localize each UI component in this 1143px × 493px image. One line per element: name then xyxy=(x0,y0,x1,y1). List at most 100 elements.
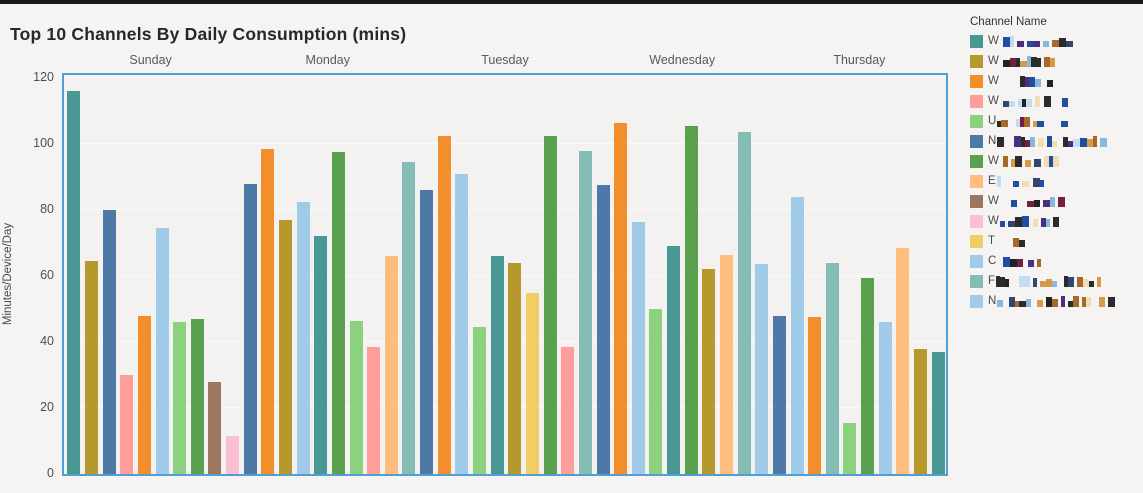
legend-item[interactable]: N xyxy=(966,134,1112,148)
legend-swatch xyxy=(970,214,983,228)
bar[interactable] xyxy=(772,315,786,474)
bar[interactable] xyxy=(543,135,557,474)
bar[interactable] xyxy=(508,262,522,474)
bar[interactable] xyxy=(808,317,822,474)
legend-label-visible-prefix: W xyxy=(988,75,999,87)
legend-item[interactable]: W xyxy=(966,94,1068,108)
bar[interactable] xyxy=(490,256,504,474)
legend-label-visible-prefix: W xyxy=(988,95,999,107)
pixelated-block xyxy=(1068,301,1074,307)
pixelated-block xyxy=(1062,158,1068,167)
legend-item[interactable]: T xyxy=(966,234,1026,248)
legend-swatch xyxy=(970,114,983,128)
bar[interactable] xyxy=(120,375,134,474)
day-label-sunday: Sunday xyxy=(129,53,172,67)
pixelated-block xyxy=(1039,180,1044,187)
bar[interactable] xyxy=(314,236,328,474)
bar[interactable] xyxy=(473,327,487,474)
bar[interactable] xyxy=(561,346,575,474)
bar[interactable] xyxy=(384,256,398,474)
legend-swatch xyxy=(970,234,983,248)
bar[interactable] xyxy=(84,261,98,474)
bar[interactable] xyxy=(173,322,187,474)
bar[interactable] xyxy=(843,422,857,474)
pixelated-block xyxy=(1063,137,1069,147)
pixelated-block xyxy=(1020,117,1025,127)
bar[interactable] xyxy=(155,228,169,474)
bar[interactable] xyxy=(261,148,275,474)
bar[interactable] xyxy=(331,152,345,474)
bar[interactable] xyxy=(631,221,645,474)
legend-item[interactable]: E xyxy=(966,174,1051,188)
bar[interactable] xyxy=(596,185,610,474)
bar[interactable] xyxy=(667,246,681,474)
bar[interactable] xyxy=(455,173,469,474)
redacted-channel-name xyxy=(996,175,1051,187)
legend-item[interactable]: W xyxy=(966,214,1059,228)
bar[interactable] xyxy=(226,436,240,474)
bar[interactable] xyxy=(737,132,751,474)
legend-item[interactable]: W xyxy=(966,194,1065,208)
grid-line xyxy=(64,77,946,78)
pixelated-block xyxy=(1019,76,1025,87)
bar[interactable] xyxy=(190,318,204,474)
legend-label-visible-prefix: W xyxy=(988,35,999,47)
pixelated-block xyxy=(1010,259,1018,267)
bar[interactable] xyxy=(279,219,292,474)
pixelated-block xyxy=(1037,259,1042,267)
bar[interactable] xyxy=(720,254,733,474)
pixelated-block xyxy=(1000,277,1006,287)
legend-item[interactable]: F xyxy=(966,274,1106,288)
redacted-channel-name xyxy=(996,235,1026,247)
redacted-channel-name xyxy=(1000,155,1068,167)
legend-item[interactable]: U xyxy=(966,114,1069,128)
pixelated-block xyxy=(1034,79,1041,87)
bar[interactable] xyxy=(878,322,892,474)
bar[interactable] xyxy=(614,122,628,474)
legend-item[interactable]: C xyxy=(966,254,1042,268)
legend-item[interactable]: W xyxy=(966,54,1055,68)
pixelated-block xyxy=(1061,296,1066,307)
legend-item[interactable]: W xyxy=(966,74,1053,88)
y-tick-label: 60 xyxy=(40,268,54,282)
bar[interactable] xyxy=(825,262,839,474)
bar[interactable] xyxy=(137,315,151,474)
bar[interactable] xyxy=(578,150,592,474)
bar[interactable] xyxy=(914,348,928,474)
bar[interactable] xyxy=(525,292,539,474)
bar[interactable] xyxy=(649,309,663,474)
bar[interactable] xyxy=(437,135,451,474)
bar[interactable] xyxy=(367,346,381,474)
pixelated-block xyxy=(1107,141,1112,147)
pixelated-block xyxy=(1068,277,1075,287)
bar[interactable] xyxy=(243,183,257,474)
bar[interactable] xyxy=(208,381,222,474)
legend-swatch xyxy=(970,174,983,188)
pixelated-block xyxy=(1065,41,1073,47)
bar[interactable] xyxy=(896,247,910,474)
pixelated-block xyxy=(1014,136,1022,147)
bar[interactable] xyxy=(755,264,769,474)
bar[interactable] xyxy=(420,190,434,474)
legend-label-visible-prefix: W xyxy=(988,215,999,227)
legend-item[interactable]: W xyxy=(966,34,1073,48)
bar[interactable] xyxy=(349,320,363,474)
bar[interactable] xyxy=(67,91,81,474)
bar[interactable] xyxy=(702,269,716,474)
legend-item[interactable]: N xyxy=(966,294,1116,308)
bar[interactable] xyxy=(402,162,416,474)
bar[interactable] xyxy=(931,351,945,474)
pixelated-block xyxy=(1013,238,1020,247)
bar[interactable] xyxy=(296,201,310,474)
pixelated-block xyxy=(1054,101,1059,107)
pixelated-block xyxy=(1108,297,1116,307)
pixelated-block xyxy=(1052,299,1059,307)
pixelated-block xyxy=(1057,197,1065,207)
legend-swatch xyxy=(970,94,983,108)
pixelated-block xyxy=(1046,297,1053,307)
bar[interactable] xyxy=(684,125,698,474)
bar[interactable] xyxy=(861,277,875,474)
legend-item[interactable]: W xyxy=(966,154,1068,168)
bar[interactable] xyxy=(790,196,804,474)
bar[interactable] xyxy=(102,210,116,474)
